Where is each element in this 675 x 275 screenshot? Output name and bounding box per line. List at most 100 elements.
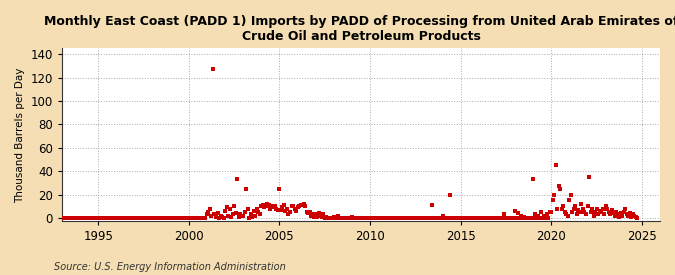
Point	[148, 216, 159, 220]
Point	[523, 216, 534, 220]
Point	[395, 216, 406, 220]
Point	[253, 210, 264, 214]
Point	[537, 216, 547, 220]
Point	[504, 216, 514, 220]
Point	[567, 210, 578, 214]
Point	[473, 216, 484, 220]
Point	[419, 216, 430, 220]
Point	[564, 198, 575, 203]
Point	[394, 216, 404, 220]
Point	[155, 216, 165, 220]
Point	[560, 210, 570, 214]
Point	[610, 213, 620, 218]
Point	[366, 216, 377, 220]
Point	[269, 204, 280, 208]
Point	[271, 207, 281, 211]
Point	[520, 216, 531, 220]
Point	[336, 216, 347, 220]
Point	[267, 205, 277, 210]
Point	[113, 216, 124, 220]
Point	[330, 216, 341, 220]
Point	[535, 210, 546, 214]
Point	[203, 210, 214, 214]
Point	[507, 216, 518, 220]
Point	[274, 186, 285, 191]
Point	[626, 214, 637, 219]
Point	[69, 216, 80, 220]
Point	[570, 204, 580, 208]
Point	[171, 216, 182, 220]
Point	[358, 216, 369, 220]
Point	[410, 216, 421, 220]
Point	[375, 216, 386, 220]
Point	[546, 210, 557, 214]
Point	[188, 216, 198, 220]
Point	[219, 209, 230, 213]
Point	[317, 214, 327, 219]
Point	[414, 216, 425, 220]
Point	[254, 212, 265, 217]
Point	[516, 213, 526, 218]
Point	[304, 210, 315, 214]
Point	[496, 216, 507, 220]
Point	[239, 210, 250, 214]
Point	[301, 210, 312, 214]
Point	[455, 216, 466, 220]
Point	[362, 216, 373, 220]
Point	[620, 207, 630, 211]
Point	[248, 209, 259, 213]
Point	[128, 216, 138, 220]
Point	[132, 216, 143, 220]
Point	[319, 216, 330, 220]
Point	[591, 207, 602, 211]
Point	[286, 204, 297, 208]
Point	[457, 216, 468, 220]
Point	[518, 214, 529, 219]
Point	[168, 216, 179, 220]
Point	[164, 216, 175, 220]
Point	[273, 208, 284, 212]
Point	[158, 216, 169, 220]
Point	[628, 212, 639, 217]
Point	[102, 216, 113, 220]
Point	[342, 216, 353, 220]
Point	[398, 216, 408, 220]
Point	[141, 216, 152, 220]
Point	[292, 205, 303, 210]
Point	[101, 216, 111, 220]
Point	[227, 212, 238, 217]
Point	[529, 212, 540, 217]
Point	[96, 216, 107, 220]
Point	[134, 216, 144, 220]
Point	[404, 216, 414, 220]
Point	[173, 216, 184, 220]
Point	[400, 216, 410, 220]
Point	[374, 216, 385, 220]
Point	[390, 216, 401, 220]
Point	[251, 207, 262, 211]
Point	[306, 213, 317, 218]
Point	[499, 212, 510, 217]
Point	[472, 216, 483, 220]
Point	[331, 216, 342, 220]
Point	[469, 216, 480, 220]
Point	[454, 216, 464, 220]
Point	[140, 216, 151, 220]
Point	[601, 207, 612, 211]
Point	[291, 209, 302, 213]
Point	[275, 208, 286, 212]
Point	[508, 216, 519, 220]
Point	[215, 213, 226, 218]
Point	[294, 204, 304, 208]
Point	[147, 216, 158, 220]
Point	[268, 204, 279, 208]
Point	[307, 212, 318, 217]
Point	[582, 204, 593, 208]
Point	[578, 207, 589, 211]
Point	[544, 210, 555, 214]
Point	[176, 216, 187, 220]
Point	[344, 216, 354, 220]
Point	[446, 216, 457, 220]
Point	[105, 216, 115, 220]
Point	[146, 216, 157, 220]
